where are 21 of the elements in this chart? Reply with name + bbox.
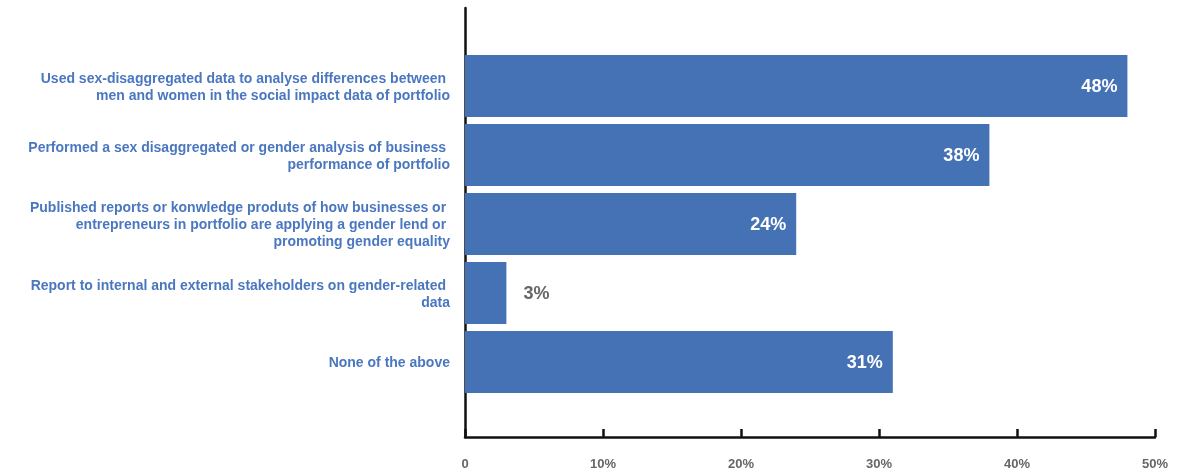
data-label: 48% [1081,76,1118,96]
data-label: 3% [523,283,550,303]
data-label: 31% [846,352,883,372]
y-tick-label: Used sex-disaggregated data to analyse differences between men and women in the social impact data of portfolio [40,69,450,103]
y-tick-label: Published reports or konwledge produts of how businesses or entrepreneurs in portfolio are applying a gender lend or promoting gender equality [29,199,451,249]
bar [465,54,1128,118]
y-tick-label: Report to internal and external stakeholders on gender-related data [30,276,451,310]
bar [465,330,893,394]
x-tick-label: 40% [1003,456,1031,471]
x-tick-label: 0 [461,456,469,471]
bar [465,123,990,187]
x-tick-label: 20% [727,456,755,471]
y-tick-label: Performed a sex disaggregated or gender analysis of business performance of portfolio [28,138,450,172]
data-label: 24% [750,214,787,234]
bar [465,192,797,256]
bar [465,261,507,325]
data-label: 38% [943,145,980,165]
x-tick-label: 50% [1141,456,1169,471]
x-tick-label: 10% [589,456,617,471]
x-tick-label: 30% [865,456,893,471]
y-tick-label: None of the above [328,354,451,370]
